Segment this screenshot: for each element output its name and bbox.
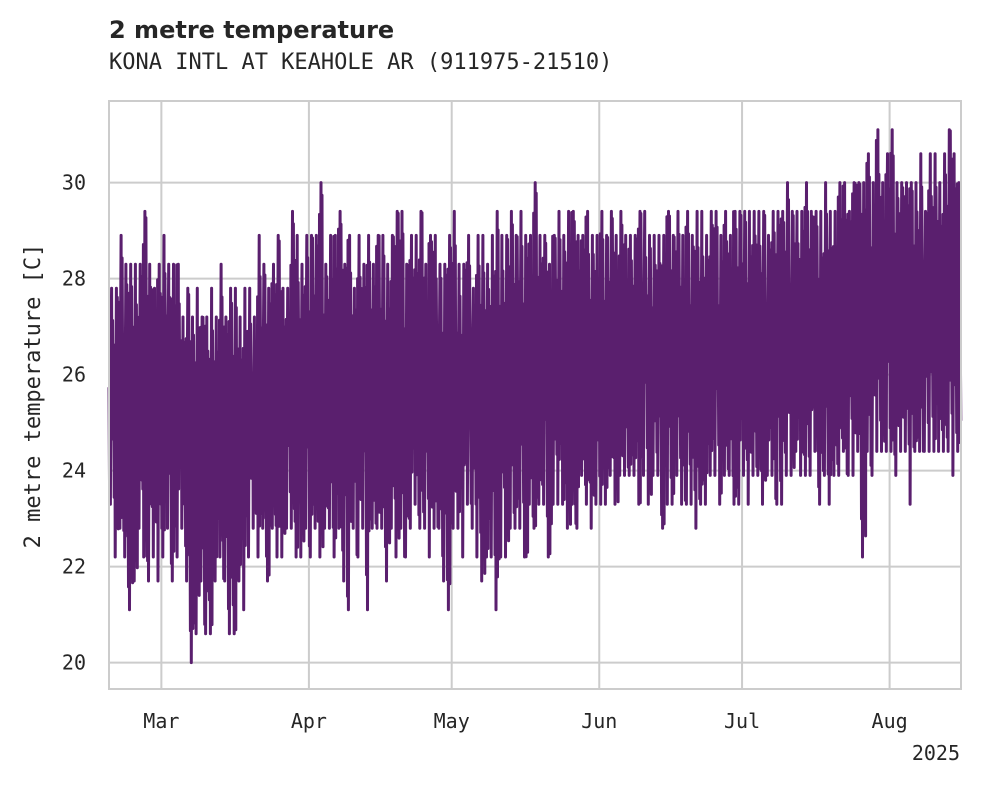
x-tick-label: Aug xyxy=(872,709,908,733)
y-tick-label: 30 xyxy=(62,171,86,195)
series-layer xyxy=(107,128,963,665)
x-axis-ticks: Mar Apr May Jun Jul Aug xyxy=(143,709,907,733)
x-tick-label: Apr xyxy=(291,709,327,733)
y-tick-label: 20 xyxy=(62,651,86,675)
y-tick-label: 26 xyxy=(62,363,86,387)
y-axis-ticks: 20 22 24 26 28 30 xyxy=(62,171,86,675)
x-tick-label: May xyxy=(434,709,470,733)
y-tick-label: 22 xyxy=(62,555,86,579)
chart-subtitle: KONA INTL AT KEAHOLE AR (911975-21510) xyxy=(109,50,613,75)
y-axis-label: 2 metre temperature [C] xyxy=(21,244,46,549)
x-tick-label: Jul xyxy=(724,709,760,733)
y-tick-label: 28 xyxy=(62,267,86,291)
x-axis-year-label: 2025 xyxy=(912,741,960,765)
x-tick-label: Jun xyxy=(581,709,617,733)
plot-frame xyxy=(108,100,962,690)
x-tick-label: Mar xyxy=(143,709,179,733)
temperature-series-line xyxy=(107,128,963,665)
y-tick-label: 24 xyxy=(62,459,86,483)
chart-title: 2 metre temperature xyxy=(109,16,395,44)
